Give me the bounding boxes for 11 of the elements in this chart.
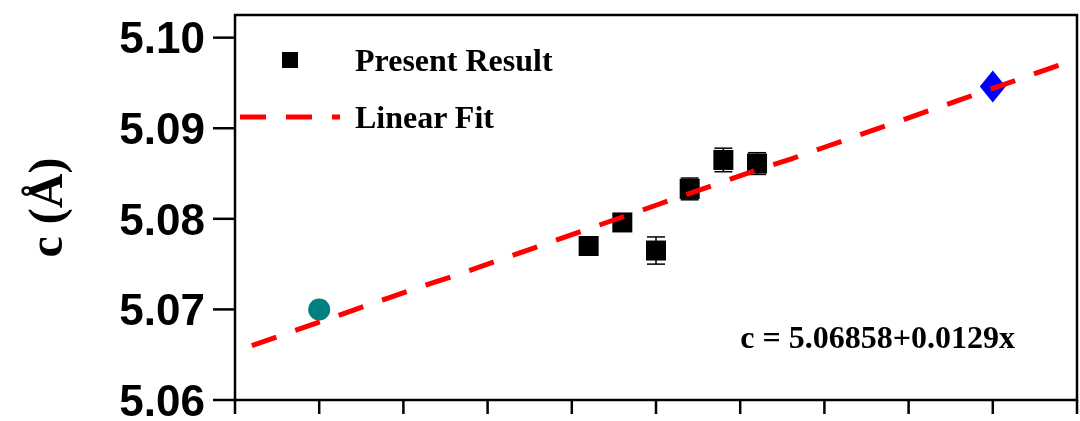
y-tick-label: 5.07 (119, 285, 205, 335)
y-tick-label: 5.06 (119, 375, 205, 421)
y-tick-label: 5.08 (119, 194, 205, 244)
y-tick-label: 5.10 (119, 13, 205, 63)
legend-label: Linear Fit (355, 98, 495, 135)
legend-label: Present Result (355, 41, 553, 78)
y-axis-title: c (Å) (19, 157, 73, 258)
point (308, 298, 331, 321)
y-tick-label: 5.09 (119, 104, 205, 154)
point (578, 236, 599, 256)
annotation: c = 5.06858+0.0129x (740, 319, 1015, 355)
